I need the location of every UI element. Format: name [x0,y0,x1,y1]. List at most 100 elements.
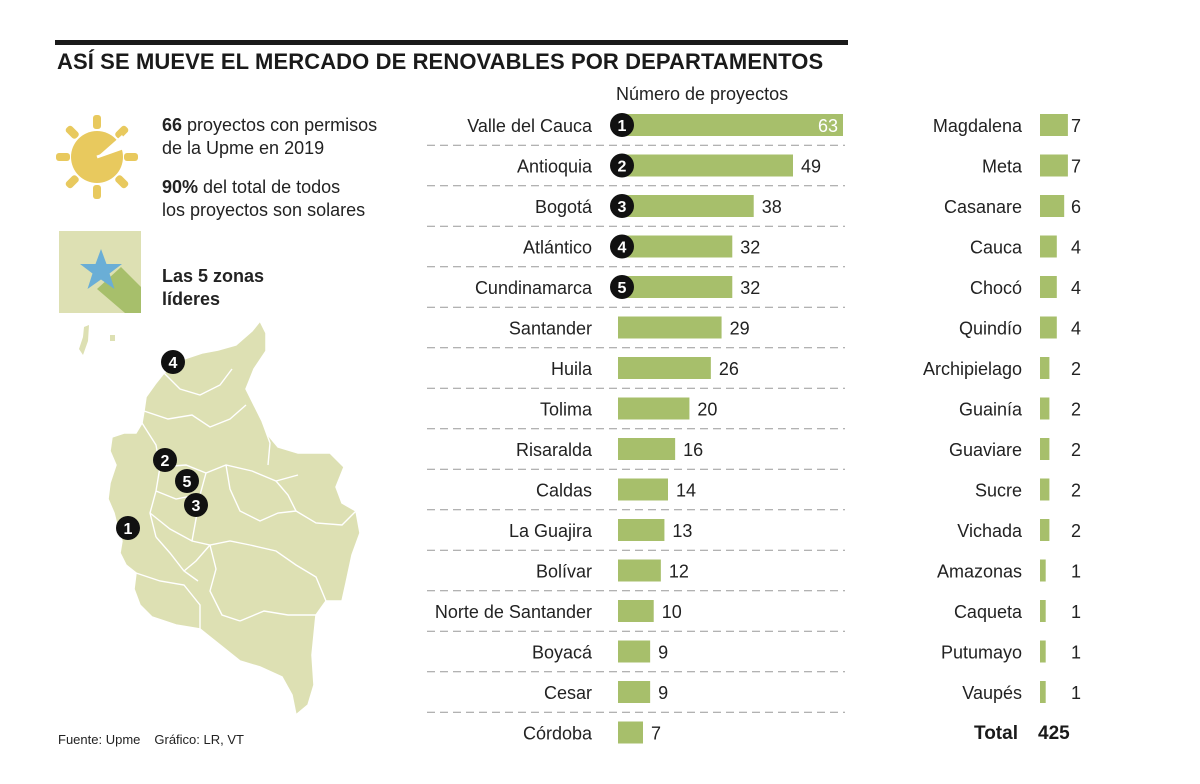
category-label: Guainía [959,400,1023,420]
value-label: 9 [658,683,668,703]
legend-line-2: líderes [162,289,221,309]
value-label: 1 [1071,602,1081,622]
bar [618,478,668,501]
bar [1040,114,1068,136]
star-icon [59,231,141,313]
category-label: Cundinamarca [475,278,593,298]
category-label: Atlántico [523,238,592,258]
category-label: Chocó [970,278,1022,298]
value-label: 9 [658,643,668,663]
rank-number: 4 [618,240,627,257]
category-label: Amazonas [937,562,1022,582]
category-label: Boyacá [532,643,593,663]
value-label: 7 [1071,116,1081,136]
category-label: Córdoba [523,724,593,744]
bar [618,316,722,339]
map-marker-number: 2 [161,453,170,470]
stat-solar: 90% del total de todos [162,177,341,197]
value-label: 20 [697,400,717,420]
category-label: Santander [509,319,592,339]
category-label: Cauca [970,238,1023,258]
category-label: Norte de Santander [435,602,592,622]
value-label: 2 [1071,359,1081,379]
source-note: Fuente: Upme Gráfico: LR, VT [58,732,244,747]
stat-solar-2: los proyectos son solares [162,200,366,220]
category-label: Guaviare [949,440,1022,460]
bar [618,681,651,703]
bar [618,276,733,298]
bar [1040,438,1050,460]
total-value: 425 [1038,723,1070,744]
value-label: 2 [1071,440,1081,460]
total-label: Total [974,723,1018,744]
value-label: 32 [740,278,760,298]
bar [1040,640,1046,663]
category-label: Archipielago [923,359,1022,379]
map-marker-number: 5 [183,474,192,491]
bar [1040,276,1057,298]
value-label: 4 [1071,278,1081,298]
value-label: 2 [1071,521,1081,541]
map-marker [153,448,177,472]
rank-badge [610,153,634,178]
value-label: 4 [1071,238,1081,258]
value-label: 2 [1071,400,1081,420]
rank-number: 5 [618,280,627,297]
map-marker-number: 4 [169,355,178,372]
bar [1040,195,1065,217]
value-label: 16 [683,440,703,460]
rank-badge [610,234,634,259]
stat-permits-2: de la Upme en 2019 [162,138,325,158]
bar [1040,154,1068,177]
value-label: 38 [762,197,782,217]
rank-number: 2 [618,159,627,176]
value-label: 14 [676,481,696,501]
category-label: Huila [551,359,593,379]
value-label: 29 [730,319,750,339]
bar [1040,559,1046,582]
value-label: 10 [662,602,682,622]
map-marker [116,516,140,540]
bar [1040,235,1057,258]
legend-line-1: Las 5 zonas [162,266,265,286]
bar [618,559,661,582]
value-label: 6 [1071,197,1081,217]
value-label: 32 [740,238,760,258]
bar [618,438,676,460]
bar [1040,357,1050,379]
rank-badge [610,275,634,299]
top-rule [55,40,848,45]
category-label: Vichada [957,521,1023,541]
bar [618,519,665,541]
map-marker-number: 3 [192,498,201,515]
page-title: ASÍ SE MUEVE EL MERCADO DE RENOVABLES PO… [57,49,824,74]
category-label: La Guajira [509,521,593,541]
rank-badge [610,194,634,218]
value-label: 2 [1071,481,1081,501]
value-label: 1 [1071,683,1081,703]
x-axis-title: Número de proyectos [616,84,789,104]
value-label: 1 [1071,562,1081,582]
bar [618,397,690,420]
value-label: 1 [1071,643,1081,663]
value-label: 7 [1071,157,1081,177]
bar [1040,478,1050,501]
value-label: 26 [719,359,739,379]
value-label: 7 [651,724,661,744]
bar [618,600,654,622]
bar [618,721,643,744]
rank-number: 3 [618,199,627,216]
map-island-small [110,335,115,341]
category-label: Caldas [536,481,592,501]
bar [618,357,711,379]
rank-badge [610,113,634,137]
bar [618,114,843,136]
bar [618,235,733,258]
value-label: 12 [669,562,689,582]
category-label: Vaupés [962,683,1022,703]
sun-icon [56,115,138,199]
bar [1040,600,1046,622]
map-mainland [107,319,361,717]
category-label: Antioquia [517,157,593,177]
